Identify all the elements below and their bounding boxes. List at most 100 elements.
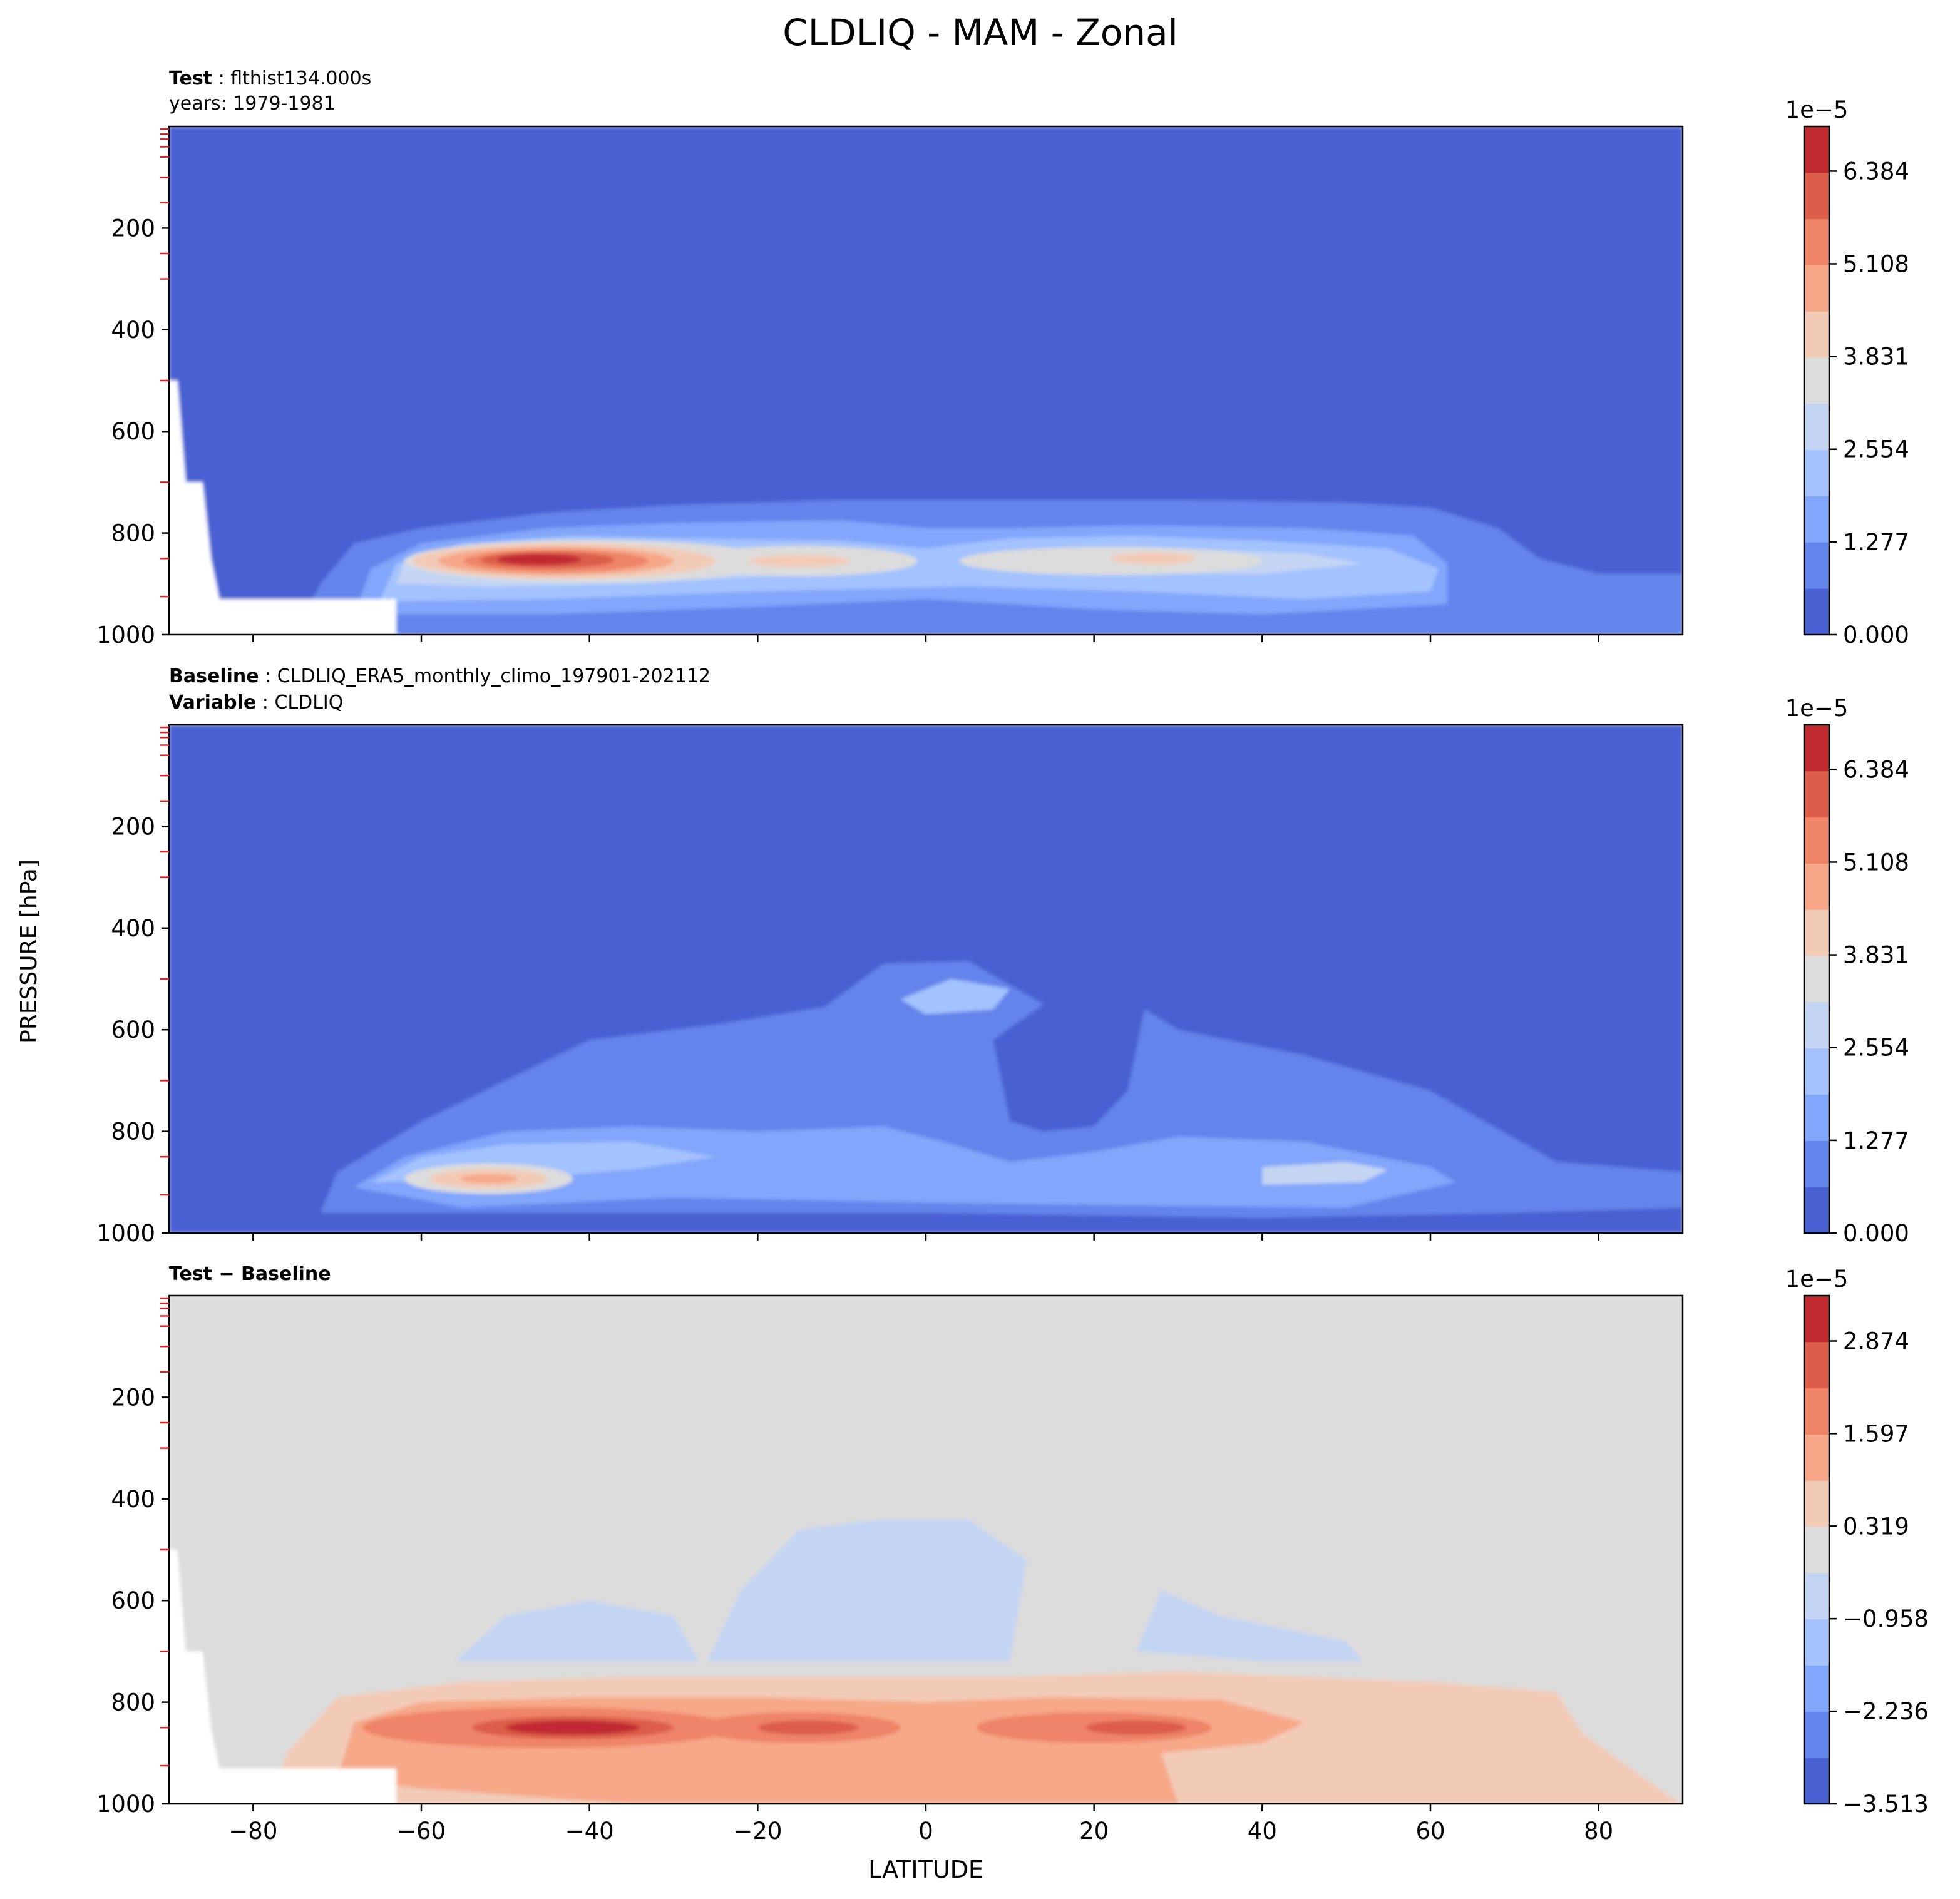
colorbar-swatch xyxy=(1804,1296,1829,1343)
y-tick-label: 800 xyxy=(111,1689,155,1716)
colorbar-frame xyxy=(1803,1294,1830,1805)
y-tick-label: 200 xyxy=(111,813,155,840)
header-bold: Variable xyxy=(169,692,256,714)
colorbar-swatch xyxy=(1804,1480,1829,1527)
y-tick-label: 200 xyxy=(111,1384,155,1411)
contour-bands xyxy=(169,1296,1683,1804)
colorbar-tick-label: 2.874 xyxy=(1843,1328,1909,1354)
colorbar-swatch xyxy=(1804,1140,1829,1187)
colorbar-swatch xyxy=(1804,1094,1829,1141)
pos-band-5 xyxy=(505,1720,640,1735)
contour-bands xyxy=(169,725,1683,1233)
colorbar-swatch xyxy=(1804,863,1829,910)
colorbar-swatch xyxy=(1804,218,1829,265)
colorbar-swatch xyxy=(1804,1341,1829,1389)
panel-header-line: Baseline : CLDLIQ_ERA5_monthly_climo_197… xyxy=(169,665,711,687)
colorbar-tick-label: 0.000 xyxy=(1843,622,1909,648)
y-tick-label: 200 xyxy=(111,215,155,242)
x-tick-label: 40 xyxy=(1248,1818,1277,1845)
colorbar-swatch xyxy=(1804,265,1829,312)
colorbar-tick-label: −2.236 xyxy=(1843,1698,1929,1725)
colorbar-frame xyxy=(1803,125,1830,636)
colorbar-0: 0.000 1.277 2.554 3.831 5.108 6.384 1e−5 xyxy=(1785,96,1909,648)
colorbar-swatch xyxy=(1804,1001,1829,1049)
header-text: CLDLIQ_ERA5_monthly_climo_197901-202112 xyxy=(277,665,711,687)
panel-0: Test : flthist134.000s years: 1979-1981 20… xyxy=(96,68,1909,648)
neg-band-b xyxy=(707,1519,1027,1662)
colorbar-exponent: 1e−5 xyxy=(1785,1266,1849,1292)
colorbar-swatch xyxy=(1804,1187,1829,1234)
band-3b xyxy=(1262,1162,1388,1185)
header-bold: Test − Baseline xyxy=(169,1263,331,1285)
colorbar-exponent: 1e−5 xyxy=(1785,695,1849,722)
colorbar-swatch xyxy=(1804,357,1829,404)
panel-header-line: Test : flthist134.000s xyxy=(169,68,371,90)
header-bold: Test xyxy=(169,68,212,90)
colorbar-swatch xyxy=(1804,725,1829,772)
band-7 xyxy=(459,1174,518,1184)
colorbar-exponent: 1e−5 xyxy=(1785,96,1849,123)
figure-title: CLDLIQ - MAM - Zonal xyxy=(782,11,1178,54)
colorbar-tick-label: 2.554 xyxy=(1843,1035,1909,1062)
y-tick-label: 600 xyxy=(111,1016,155,1043)
missing-data-mask xyxy=(169,381,396,635)
colorbar-tick-label: 3.831 xyxy=(1843,942,1909,969)
colorbar-swatch xyxy=(1804,1434,1829,1481)
header-text: flthist134.000s xyxy=(230,68,371,90)
header-sep: : xyxy=(256,692,274,714)
colorbar-swatch xyxy=(1804,126,1829,173)
y-tick-label: 800 xyxy=(111,1118,155,1145)
colorbar-tick-label: 0.000 xyxy=(1843,1220,1909,1247)
colorbar-swatch xyxy=(1804,1619,1829,1666)
colorbar-tick-label: 1.277 xyxy=(1843,1127,1909,1154)
header-sep: : xyxy=(212,68,230,90)
y-tick-label: 1000 xyxy=(96,1220,155,1247)
band-2b xyxy=(900,979,1010,1015)
colorbar-swatch xyxy=(1804,449,1829,497)
colorbar-swatch xyxy=(1804,817,1829,864)
x-tick-label: 80 xyxy=(1584,1818,1613,1845)
colorbar-tick-label: 1.277 xyxy=(1843,529,1909,556)
header-text: CLDLIQ xyxy=(274,692,343,714)
band-5c xyxy=(959,546,1263,575)
y-axis-label: PRESSURE [hPa] xyxy=(16,859,42,1043)
x-tick-label: −60 xyxy=(397,1818,446,1845)
x-tick-label: −40 xyxy=(565,1818,614,1845)
colorbar-frame xyxy=(1803,724,1830,1234)
colorbar-swatch xyxy=(1804,542,1829,589)
x-tick-label: −80 xyxy=(228,1818,277,1845)
header-bold: Baseline xyxy=(169,665,259,687)
colorbar-tick-label: −0.958 xyxy=(1843,1605,1929,1632)
colorbar-swatch xyxy=(1804,496,1829,543)
panel-header-line: Variable : CLDLIQ xyxy=(169,692,343,714)
colorbar-swatch xyxy=(1804,172,1829,220)
pos-band-4c xyxy=(1085,1720,1187,1735)
colorbar-tick-label: −3.513 xyxy=(1843,1791,1929,1818)
band-6b xyxy=(749,555,851,568)
y-tick-label: 1000 xyxy=(96,622,155,648)
contour-bands xyxy=(169,126,1683,635)
y-tick-label: 600 xyxy=(111,1587,155,1614)
colorbar-tick-label: 5.108 xyxy=(1843,849,1909,876)
colorbar-tick-label: 0.319 xyxy=(1843,1513,1909,1540)
band-10 xyxy=(496,553,582,565)
panel-1: Baseline : CLDLIQ_ERA5_monthly_climo_197… xyxy=(96,665,1909,1247)
pos-band-4b xyxy=(757,1720,859,1735)
neg-band-c xyxy=(1136,1590,1363,1662)
y-tick-label: 400 xyxy=(111,317,155,344)
colorbar-tick-label: 6.384 xyxy=(1843,158,1909,185)
y-tick-label: 400 xyxy=(111,915,155,942)
colorbar-swatch xyxy=(1804,956,1829,1003)
y-tick-label: 600 xyxy=(111,418,155,445)
colorbar-2: −3.513 −2.236 −0.958 0.319 1.597 2.874 1e−5 xyxy=(1785,1266,1929,1818)
colorbar-tick-label: 3.831 xyxy=(1843,344,1909,371)
colorbar-swatch xyxy=(1804,1388,1829,1435)
panel-header-line: years: 1979-1981 xyxy=(169,93,336,115)
x-tick-label: 60 xyxy=(1415,1818,1445,1845)
x-tick-label: 0 xyxy=(918,1818,933,1845)
band-6c xyxy=(1111,552,1195,565)
colorbar-tick-label: 2.554 xyxy=(1843,436,1909,463)
colorbar-tick-label: 1.597 xyxy=(1843,1420,1909,1447)
y-tick-label: 800 xyxy=(111,520,155,547)
